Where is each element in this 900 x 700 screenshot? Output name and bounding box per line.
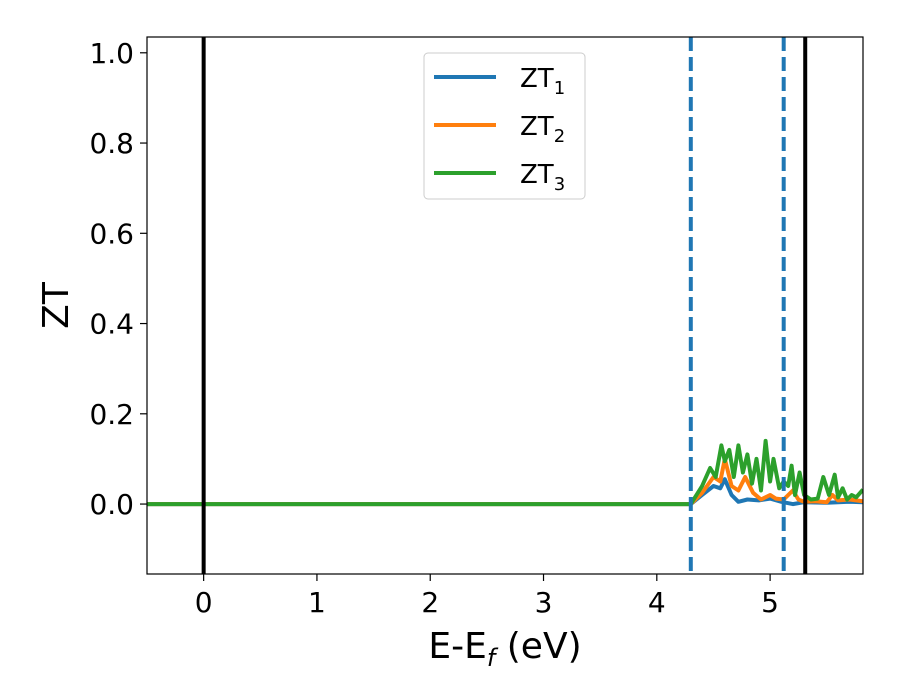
x-axis-title: E-Ef (eV) — [428, 626, 581, 672]
x-tick-label-4: 4 — [648, 586, 666, 619]
y-axis-title: ZT — [36, 281, 77, 329]
y-tick-label-2: 0.4 — [89, 308, 134, 341]
axes: 0 1 2 3 4 5 0.0 0.2 0.4 0.6 0.8 1.0 E-Ef (eV) ZT — [36, 36, 864, 672]
legend-box — [423, 52, 586, 200]
plot-frame — [146, 36, 864, 575]
x-tick-label-5: 5 — [761, 586, 779, 619]
x-tick-label-3: 3 — [535, 586, 553, 619]
x-tick-label-2: 2 — [421, 586, 439, 619]
clipped-marks — [147, 37, 863, 574]
x-tick-label-0: 0 — [195, 586, 213, 619]
legend-label-base-1: ZT — [520, 64, 554, 94]
y-tick-label-5: 1.0 — [89, 37, 134, 70]
x-axis-title-base: E-E — [428, 626, 486, 667]
series-line-1 — [147, 477, 863, 507]
legend-label-sub-3: 3 — [554, 174, 565, 195]
x-axis-title-unit: (eV) — [495, 626, 581, 667]
legend-label-2: ZT2 — [520, 112, 565, 147]
y-tick-label-3: 0.6 — [89, 217, 134, 250]
legend-label-sub-2: 2 — [554, 126, 565, 147]
legend-label-base-2: ZT — [520, 112, 554, 142]
legend-label-base-3: ZT — [520, 160, 554, 190]
x-tick-label-1: 1 — [308, 586, 326, 619]
legend-label-3: ZT3 — [520, 160, 565, 195]
series-line-2 — [147, 456, 863, 507]
legend-label-sub-1: 1 — [554, 78, 565, 99]
y-tick-label-4: 0.8 — [89, 127, 134, 160]
y-tick-label-1: 0.2 — [89, 398, 134, 431]
series-line-3 — [147, 438, 863, 507]
y-tick-label-0: 0.0 — [89, 488, 134, 521]
legend-label-1: ZT1 — [520, 64, 565, 99]
plot-area — [147, 37, 863, 574]
